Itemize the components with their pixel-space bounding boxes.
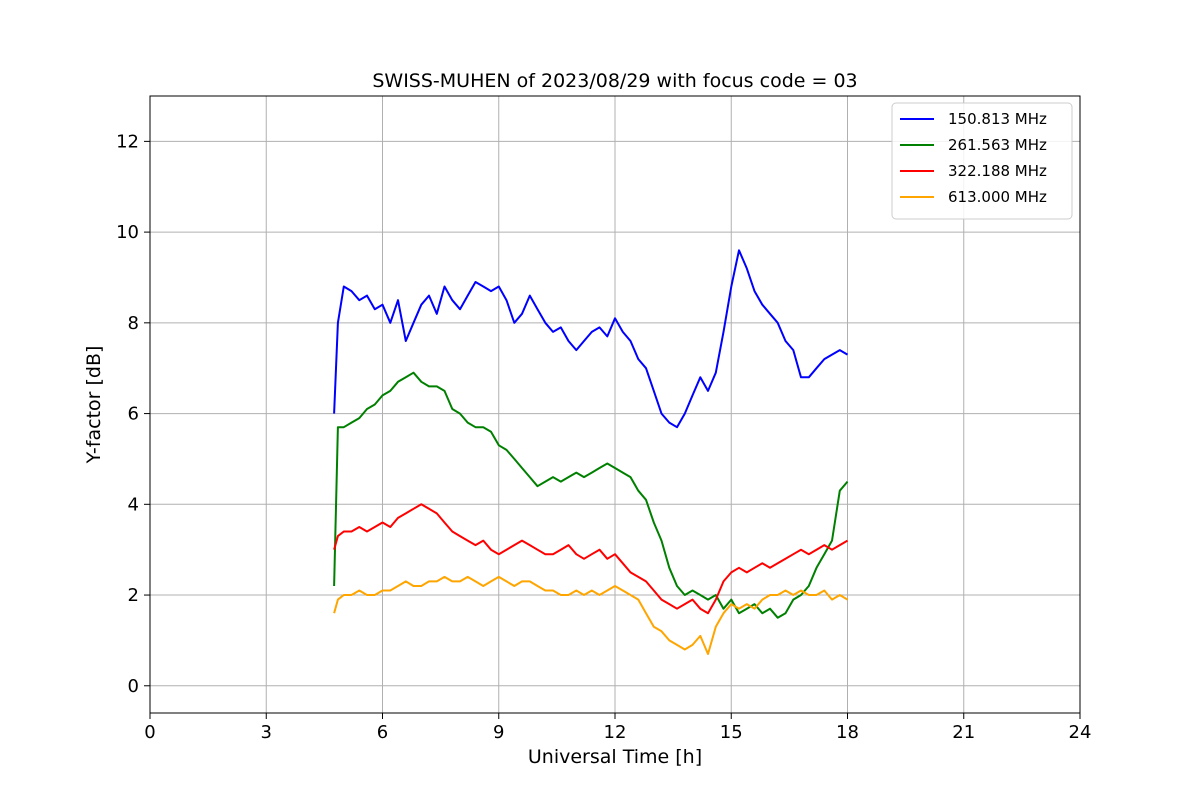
series-line-2 bbox=[333, 503, 849, 615]
legend-label: 322.188 MHz bbox=[948, 162, 1047, 180]
y-tick-label: 6 bbox=[128, 404, 139, 425]
x-tick-label: 0 bbox=[144, 722, 155, 743]
legend-label: 150.813 MHz bbox=[948, 110, 1047, 128]
y-tick-label: 2 bbox=[128, 585, 139, 606]
x-tick-label: 12 bbox=[604, 722, 627, 743]
y-tick-label: 10 bbox=[116, 222, 139, 243]
x-tick-label: 21 bbox=[952, 722, 975, 743]
x-tick-label: 3 bbox=[261, 722, 272, 743]
x-tick-label: 6 bbox=[377, 722, 388, 743]
series-lines bbox=[333, 249, 849, 655]
series-line-0 bbox=[333, 249, 849, 429]
x-tick-label: 18 bbox=[836, 722, 859, 743]
chart-title: SWISS-MUHEN of 2023/08/29 with focus cod… bbox=[372, 70, 857, 92]
legend-label: 261.563 MHz bbox=[948, 136, 1047, 154]
legend: 150.813 MHz 261.563 MHz 322.188 MHz 613.000… bbox=[891, 102, 1073, 220]
x-tick-label: 24 bbox=[1069, 722, 1092, 743]
y-axis-label: Y-factor [dB] bbox=[83, 346, 105, 465]
x-axis-label: Universal Time [h] bbox=[528, 746, 702, 768]
series-line-3 bbox=[333, 575, 849, 655]
y-tick-label: 4 bbox=[128, 494, 139, 515]
series-line-1 bbox=[333, 371, 849, 619]
legend-label: 613.000 MHz bbox=[948, 188, 1047, 206]
legend-box bbox=[891, 102, 1073, 220]
y-tick-label: 8 bbox=[128, 313, 139, 334]
x-tick-label: 9 bbox=[493, 722, 504, 743]
y-tick-label: 12 bbox=[116, 131, 139, 152]
y-tick-label: 0 bbox=[128, 676, 139, 697]
x-tick-label: 15 bbox=[720, 722, 743, 743]
